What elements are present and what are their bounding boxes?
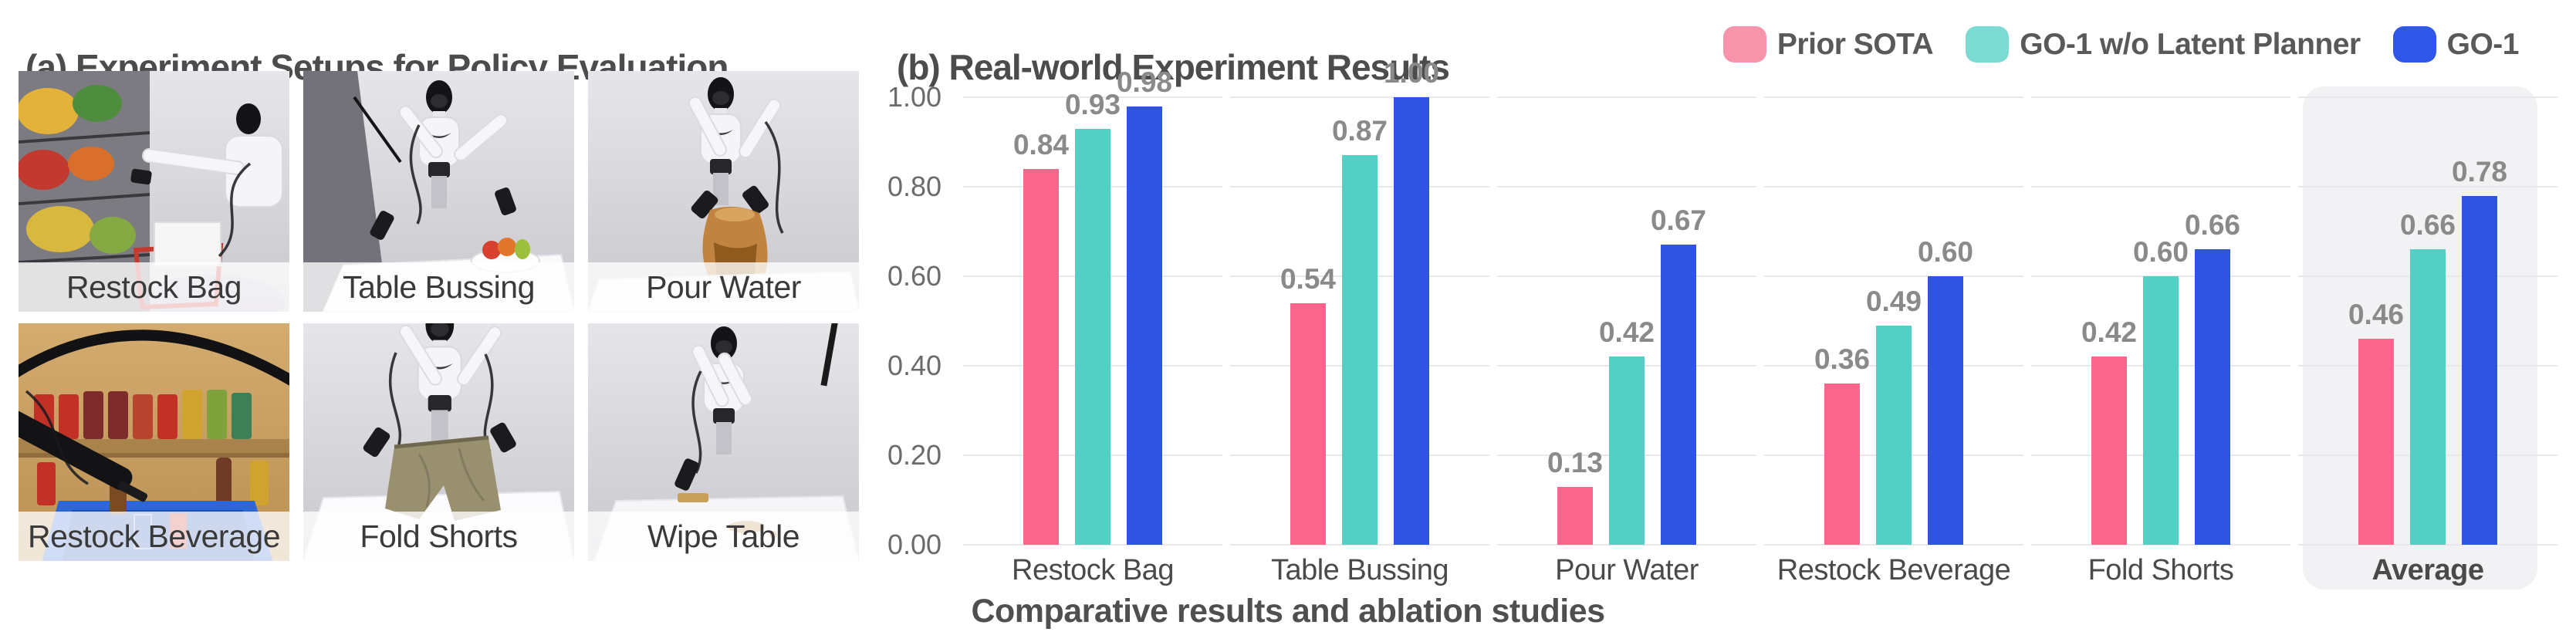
bar-value-label: 0.98 xyxy=(1116,66,1172,98)
gridline xyxy=(1764,275,2023,277)
panel-b-title: (b) Real-world Experiment Results xyxy=(897,47,1450,88)
bar-chart: 0.00 0.20 0.40 0.60 0.80 1.00 0.84 0.93 0.98 Rest… xyxy=(887,0,2576,642)
chart-facet: 0.13 0.42 0.67 xyxy=(1497,96,1756,546)
chart-facet: 0.84 0.93 0.98 xyxy=(963,66,1222,546)
bar-go-1 xyxy=(2462,195,2497,545)
bar-go-1-w-o-latent-planner xyxy=(2143,276,2179,545)
y-tick-label: 0.20 xyxy=(887,439,942,471)
bar-go-1 xyxy=(1661,245,1696,545)
legend-label: Prior SOTA xyxy=(1776,27,1934,61)
bar-value-label: 0.42 xyxy=(2081,316,2137,349)
x-axis-label: Average xyxy=(2371,554,2484,586)
bar-prior-sota xyxy=(1023,168,1059,545)
bar-value-label: 0.46 xyxy=(2348,299,2404,331)
x-axis-label: Fold Shorts xyxy=(2088,554,2234,586)
bar-value-label: 0.60 xyxy=(2132,236,2189,268)
legend-item: Prior SOTA xyxy=(1722,26,1934,63)
gridline xyxy=(2031,544,2290,546)
x-axis-label: Table Bussing xyxy=(1270,554,1449,586)
bar-value-label: 0.36 xyxy=(1814,343,1870,376)
bar-prior-sota xyxy=(1290,302,1326,545)
gridline xyxy=(2031,96,2290,98)
bar-go-1 xyxy=(1928,276,1963,545)
photo-label: Pour Water xyxy=(588,262,859,312)
bar-value-label: 0.67 xyxy=(1650,204,1706,237)
photo-label: Table Bussing xyxy=(303,262,574,312)
photo-tile-pour-water: Pour Water xyxy=(588,71,859,312)
y-tick-label: 1.00 xyxy=(887,81,942,113)
gridline xyxy=(1764,544,2023,546)
bar-value-label: 0.49 xyxy=(1865,285,1922,317)
bar-value-label: 0.66 xyxy=(2184,209,2240,242)
bar-prior-sota xyxy=(1824,384,1860,545)
bar-value-label: 0.42 xyxy=(1598,316,1655,349)
gridline xyxy=(2298,544,2557,546)
legend-label: GO-1 w/o Latent Planner xyxy=(2020,27,2361,61)
photo-tile-restock-bag: Restock Bag xyxy=(19,71,289,312)
legend-item: GO-1 xyxy=(2392,26,2520,63)
photo-label: Restock Bag xyxy=(19,262,289,312)
bar-go-1-w-o-latent-planner xyxy=(2410,249,2446,545)
chart-facet: 0.36 0.49 0.60 xyxy=(1764,96,2023,546)
gridline xyxy=(2298,186,2557,188)
figure-caption: Comparative results and ablation studies xyxy=(971,593,1605,630)
bar-prior-sota xyxy=(2091,356,2127,545)
y-tick-label: 0.60 xyxy=(887,260,942,292)
gridline xyxy=(963,544,1222,546)
bar-go-1 xyxy=(1394,97,1429,545)
photo-label: Restock Beverage xyxy=(19,512,289,561)
bar-value-label: 0.60 xyxy=(1917,236,1973,268)
chart-facet: 0.54 0.87 1.00 xyxy=(1230,57,1489,546)
bar-value-label: 0.78 xyxy=(2451,155,2507,188)
gridline xyxy=(1497,275,1756,277)
legend-label: GO-1 xyxy=(2446,27,2520,61)
y-tick-label: 0.80 xyxy=(887,171,942,202)
x-axis-label: Pour Water xyxy=(1555,554,1699,586)
bar-go-1-w-o-latent-planner xyxy=(1609,356,1645,545)
bar-go-1-w-o-latent-planner xyxy=(1342,155,1378,545)
legend-item: GO-1 w/o Latent Planner xyxy=(1966,26,2361,63)
chart-legend: Prior SOTA GO-1 w/o Latent Planner GO-1 xyxy=(1722,26,2520,63)
bar-go-1-w-o-latent-planner xyxy=(1075,128,1111,545)
bar-value-label: 1.00 xyxy=(1383,57,1439,89)
gridline xyxy=(1497,96,1756,98)
bar-value-label: 0.13 xyxy=(1547,446,1603,478)
bar-value-label: 0.66 xyxy=(2399,209,2456,242)
gridline xyxy=(1497,186,1756,188)
bar-value-label: 0.84 xyxy=(1012,128,1069,160)
gridline xyxy=(1230,96,1489,98)
bar-go-1-w-o-latent-planner xyxy=(1876,325,1912,545)
gridline xyxy=(1230,544,1489,546)
bar-go-1 xyxy=(2195,249,2230,545)
y-tick-label: 0.40 xyxy=(887,350,942,381)
x-axis-label: Restock Beverage xyxy=(1776,554,2011,586)
legend-swatch-icon xyxy=(1966,26,2010,63)
bar-prior-sota xyxy=(2358,339,2394,545)
chart-facet: 0.42 0.60 0.66 xyxy=(2031,96,2290,546)
photo-tile-restock-beverage: Restock Beverage xyxy=(19,323,289,561)
gridline xyxy=(2031,186,2290,188)
y-tick-label: 0.00 xyxy=(887,529,942,560)
photo-grid: Restock Bag Table Bussing xyxy=(19,71,859,561)
bar-prior-sota xyxy=(1557,486,1593,545)
photo-tile-fold-shorts: Fold Shorts xyxy=(303,323,574,561)
gridline xyxy=(1764,96,2023,98)
photo-tile-wipe-table: Wipe Table xyxy=(588,323,859,561)
photo-label: Wipe Table xyxy=(588,512,859,561)
legend-swatch-icon xyxy=(2392,26,2436,63)
bar-go-1 xyxy=(1127,106,1162,545)
bar-value-label: 0.54 xyxy=(1280,262,1336,295)
gridline xyxy=(1497,544,1756,546)
gridline xyxy=(963,96,1222,98)
bar-value-label: 0.87 xyxy=(1331,115,1388,147)
photo-tile-table-bussing: Table Bussing xyxy=(303,71,574,312)
legend-swatch-icon xyxy=(1722,26,1766,63)
photo-label: Fold Shorts xyxy=(303,512,574,561)
bar-value-label: 0.93 xyxy=(1064,88,1121,120)
chart-facet: 0.46 0.66 0.78 xyxy=(2298,96,2557,546)
gridline xyxy=(2298,96,2557,98)
gridline xyxy=(1764,186,2023,188)
x-axis-label: Restock Bag xyxy=(1012,554,1174,586)
